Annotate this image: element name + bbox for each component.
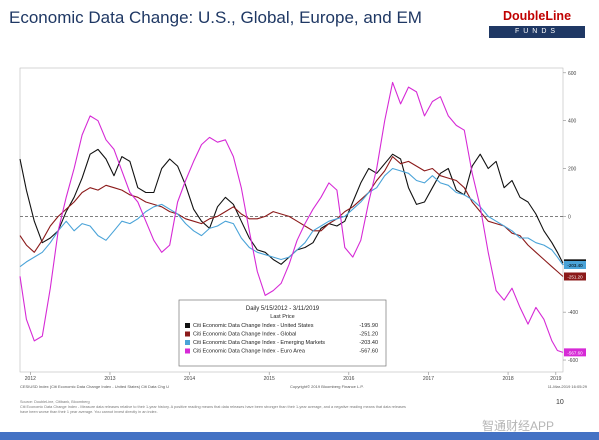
page-number: 10 xyxy=(556,399,564,406)
legend-header: Daily 5/15/2012 - 3/11/2019 xyxy=(246,306,320,312)
watermark-text: 智通财经APP xyxy=(482,419,555,433)
legend-label-2: Citi Economic Data Change Index - Emergi… xyxy=(193,340,325,346)
legend-value-3: -567.60 xyxy=(359,349,378,355)
bottom-strip xyxy=(0,432,599,440)
y-tick-label: 200 xyxy=(568,167,577,173)
bloomberg-header: CESIUSD Index (Citi Economic Data Change… xyxy=(20,384,169,389)
series-line-3 xyxy=(19,81,564,353)
bloomberg-timestamp: 11-Mar-2019 16:05:29 xyxy=(548,384,588,389)
y-tick-label: -600 xyxy=(568,358,578,364)
bloomberg-copyright: Copyright© 2019 Bloomberg Finance L.P. xyxy=(290,384,364,389)
source-line: Citi Economic Data Change Index - Measur… xyxy=(20,405,406,409)
last-value-tag-2 xyxy=(564,261,586,270)
x-tick-label: 2014 xyxy=(184,376,195,382)
legend-label-3: Citi Economic Data Change Index - Euro A… xyxy=(193,349,306,355)
x-tick-label: 2015 xyxy=(264,376,275,382)
legend-swatch-3 xyxy=(185,348,190,354)
legend-swatch-1 xyxy=(185,331,190,337)
source-line: have been worse than their 1 year averag… xyxy=(20,410,158,414)
legend-value-0: -195.90 xyxy=(359,323,378,329)
page-title: Economic Data Change: U.S., Global, Euro… xyxy=(9,8,422,27)
y-tick-label: 0 xyxy=(568,214,571,220)
x-tick-label: 2018 xyxy=(503,376,514,382)
logo-wordmark: DoubleLine xyxy=(502,9,572,23)
doubleline-logo: DoubleLine FUNDS xyxy=(489,6,585,40)
series-line-1 xyxy=(19,156,564,277)
x-tick-label: 2013 xyxy=(104,376,115,382)
legend-label-1: Citi Economic Data Change Index - Global xyxy=(193,332,296,338)
last-value-tag-1 xyxy=(564,272,586,281)
legend-swatch-2 xyxy=(185,340,190,345)
source-footnote: Source: DoubleLine, Citibank, Bloomberg … xyxy=(20,400,580,415)
x-tick-label: 2012 xyxy=(25,376,36,382)
y-tick-label: -400 xyxy=(568,310,578,316)
y-tick-label: 400 xyxy=(568,119,577,125)
source-line: Source: DoubleLine, Citibank, Bloomberg xyxy=(20,400,90,404)
logo-subtitle: FUNDS xyxy=(489,26,585,38)
legend-swatch-0 xyxy=(185,323,190,328)
legend-box xyxy=(178,299,387,367)
last-value-label-3: -567.60 xyxy=(567,350,583,355)
x-tick-label: 2016 xyxy=(343,376,354,382)
y-tick-label: 600 xyxy=(568,71,577,77)
legend-value-1: -251.20 xyxy=(359,332,378,338)
legend-label-0: Citi Economic Data Change Index - United… xyxy=(193,323,314,329)
x-tick-label: 2017 xyxy=(423,376,434,382)
legend-value-2: -203.40 xyxy=(359,340,378,346)
x-tick-label: 2019 xyxy=(550,376,561,382)
last-value-label-1: -251.20 xyxy=(567,274,583,279)
last-value-tag-3 xyxy=(564,348,586,357)
legend-subheader: Last Price xyxy=(270,314,294,320)
last-value-label-2: -203.40 xyxy=(567,263,583,268)
